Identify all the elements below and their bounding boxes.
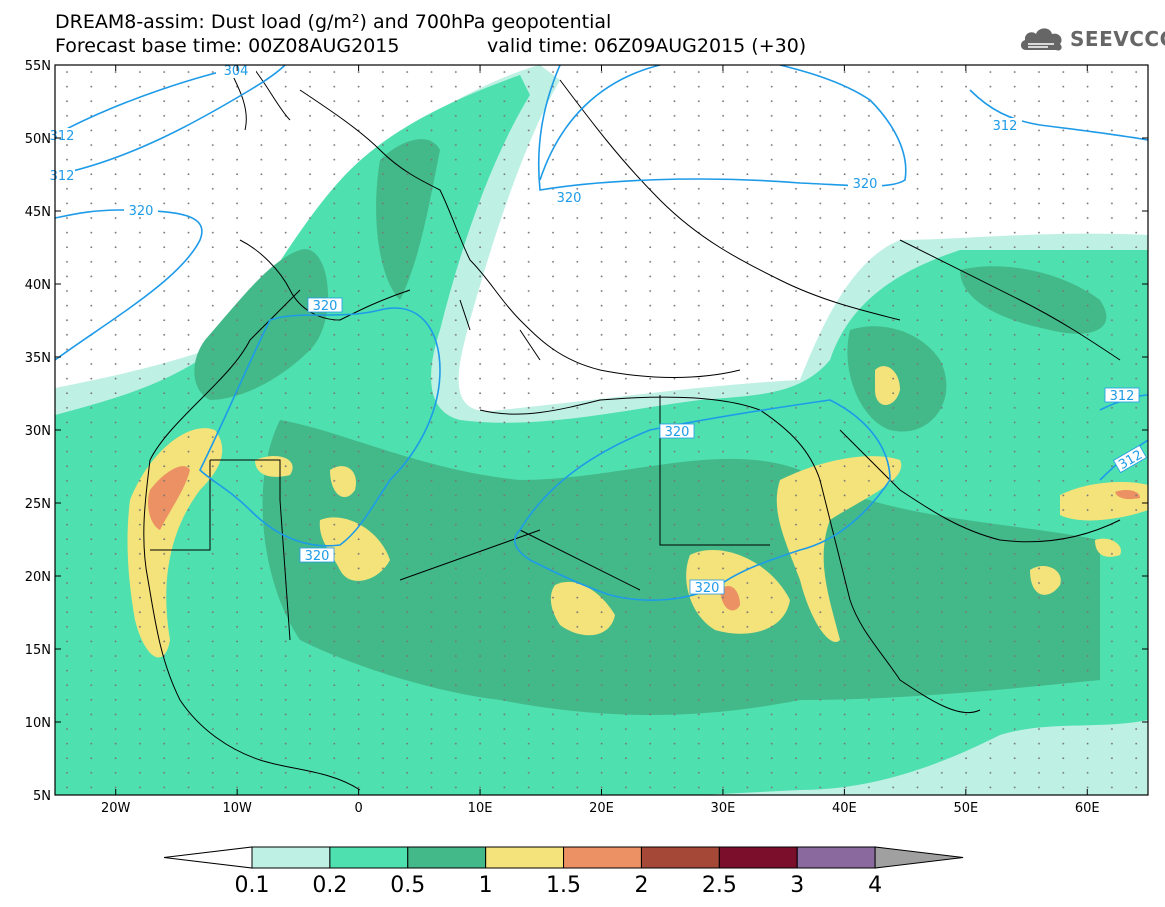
contour-label: 320: [129, 204, 154, 219]
colorbar-label: 1: [479, 873, 493, 898]
map-title: DREAM8-assim: Dust load (g/m²) and 700hP…: [55, 11, 612, 33]
lat-label: 5N: [33, 789, 51, 804]
contour-label: 320: [557, 191, 582, 206]
contour-label: 304: [224, 64, 249, 79]
colorbar-segment: [329, 846, 409, 869]
lat-label: 15N: [25, 643, 51, 658]
colorbar-under-triangle: [163, 846, 253, 869]
dust-field: [55, 65, 1148, 795]
colorbar-label: 0.2: [312, 873, 347, 898]
contour-label: 312: [50, 129, 75, 144]
contour-label: 320: [305, 549, 330, 564]
lat-label: 20N: [25, 570, 51, 585]
colorbar-segment: [640, 846, 720, 869]
lon-label: 0: [354, 801, 362, 816]
lon-label: 10W: [222, 801, 252, 816]
lon-label: 30E: [711, 801, 736, 816]
geopotential-contours: [55, 65, 1148, 601]
latitude-axis: 55N 50N 45N 40N 35N 30N 25N 20N 15N 10N 5N: [25, 59, 1148, 804]
colorbar-segment: [485, 846, 565, 869]
colorbar-segment: [796, 846, 876, 869]
lat-label: 55N: [25, 59, 51, 74]
cloud-icon: [1020, 28, 1062, 51]
longitude-axis: 20W 10W 0 10E 20E 30E 40E 50E 60E: [101, 65, 1100, 816]
lon-label: 10E: [468, 801, 493, 816]
coastlines: [143, 69, 1121, 791]
logo-text: SEEVCCC: [1070, 27, 1165, 51]
lat-label: 25N: [25, 497, 51, 512]
lat-label: 50N: [25, 132, 51, 147]
lat-label: 45N: [25, 205, 51, 220]
seevccc-logo: SEEVCCC: [1018, 22, 1165, 56]
lon-label: 20E: [589, 801, 614, 816]
colorbar-segment: [718, 846, 798, 869]
colorbar-label: 0.1: [235, 873, 270, 898]
lat-label: 30N: [25, 424, 51, 439]
colorbar: 0.1 0.2 0.5 1 1.5 2 2.5 3 4: [163, 846, 964, 898]
lat-label: 10N: [25, 716, 51, 731]
colorbar-label: 1.5: [546, 873, 581, 898]
colorbar-over-triangle: [874, 846, 964, 869]
lon-label: 40E: [832, 801, 857, 816]
lon-label: 60E: [1075, 801, 1100, 816]
colorbar-label: 2: [634, 873, 648, 898]
colorbar-label: 4: [868, 873, 882, 898]
colorbar-label: 3: [790, 873, 804, 898]
valid-time: valid time: 06Z09AUG2015 (+30): [487, 35, 807, 57]
colorbar-segment: [251, 846, 331, 869]
colorbar-segment: [563, 846, 642, 869]
contour-label: 312: [50, 169, 75, 184]
colorbar-label: 0.5: [390, 873, 425, 898]
contour-label: 312: [993, 119, 1018, 134]
lon-label: 50E: [953, 801, 978, 816]
contour-label: 320: [665, 425, 690, 440]
lon-label: 20W: [101, 801, 131, 816]
contour-label: 320: [853, 177, 878, 192]
colorbar-segment: [407, 846, 487, 869]
contour-label: 320: [695, 581, 720, 596]
lat-label: 40N: [25, 278, 51, 293]
contour-label: 320: [313, 299, 338, 314]
contour-labels: 304 312 312 320 320 320 312 320 320 320 …: [50, 64, 1148, 596]
colorbar-label: 2.5: [702, 873, 737, 898]
contour-label: 312: [1110, 389, 1135, 404]
lat-label: 35N: [25, 351, 51, 366]
forecast-base-time: Forecast base time: 00Z08AUG2015: [55, 35, 400, 57]
